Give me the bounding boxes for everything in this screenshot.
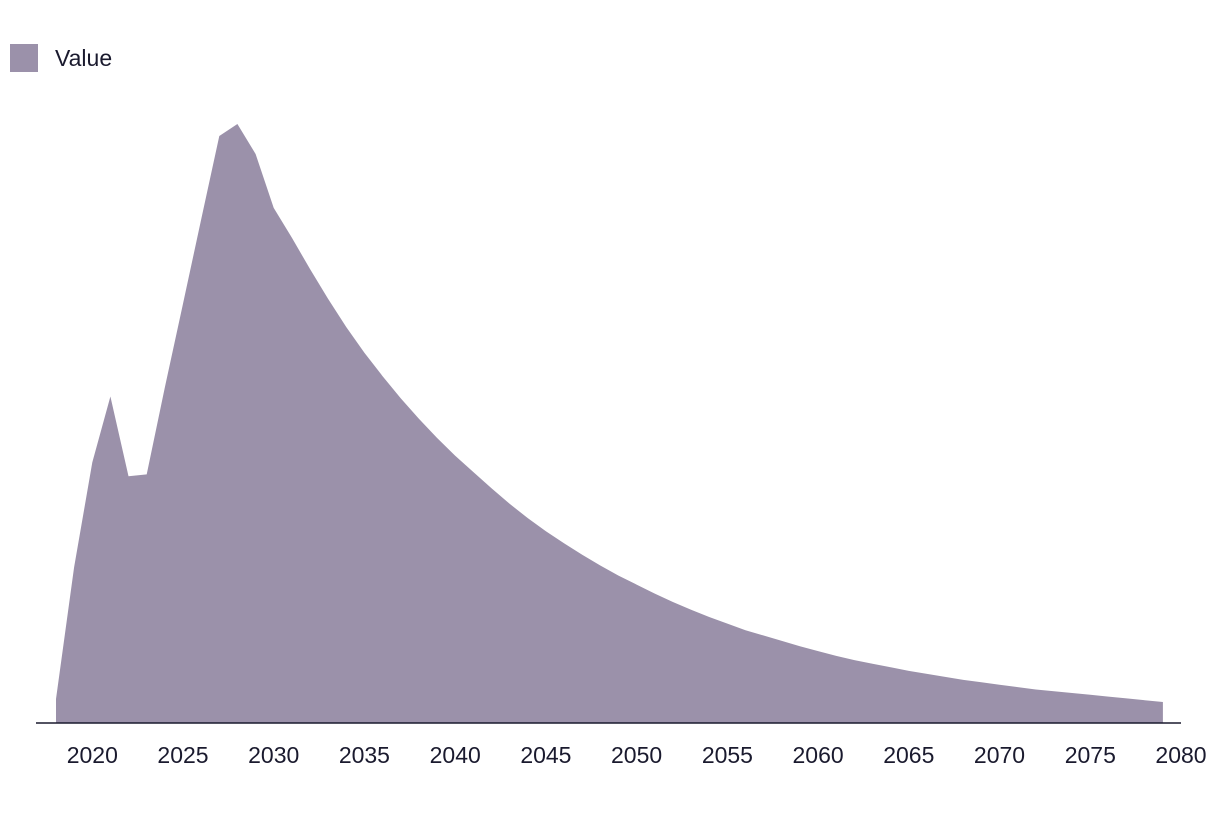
x-tick-label: 2065 bbox=[883, 742, 934, 768]
x-tick-label: 2080 bbox=[1155, 742, 1206, 768]
x-tick-label: 2055 bbox=[702, 742, 753, 768]
x-tick-label: 2060 bbox=[793, 742, 844, 768]
legend: Value bbox=[10, 44, 112, 72]
x-tick-label: 2040 bbox=[430, 742, 481, 768]
area-series-1 bbox=[56, 124, 1163, 723]
legend-label: Value bbox=[55, 44, 113, 71]
x-tick-label: 2030 bbox=[248, 742, 299, 768]
x-tick-label: 2045 bbox=[520, 742, 571, 768]
x-tick-label: 2075 bbox=[1065, 742, 1116, 768]
legend-swatch bbox=[10, 44, 38, 72]
x-tick-label: 2025 bbox=[157, 742, 208, 768]
x-tick-label: 2020 bbox=[67, 742, 118, 768]
watermark: GlobalData bbox=[489, 384, 732, 436]
x-tick-label: 2070 bbox=[974, 742, 1025, 768]
area-layer bbox=[56, 124, 1163, 723]
x-tick-label: 2035 bbox=[339, 742, 390, 768]
x-axis-ticks: 2020 2025 2030 2035 2040 2045 2050 2055 2060 2065… bbox=[67, 742, 1207, 768]
x-tick-label: 2050 bbox=[611, 742, 662, 768]
